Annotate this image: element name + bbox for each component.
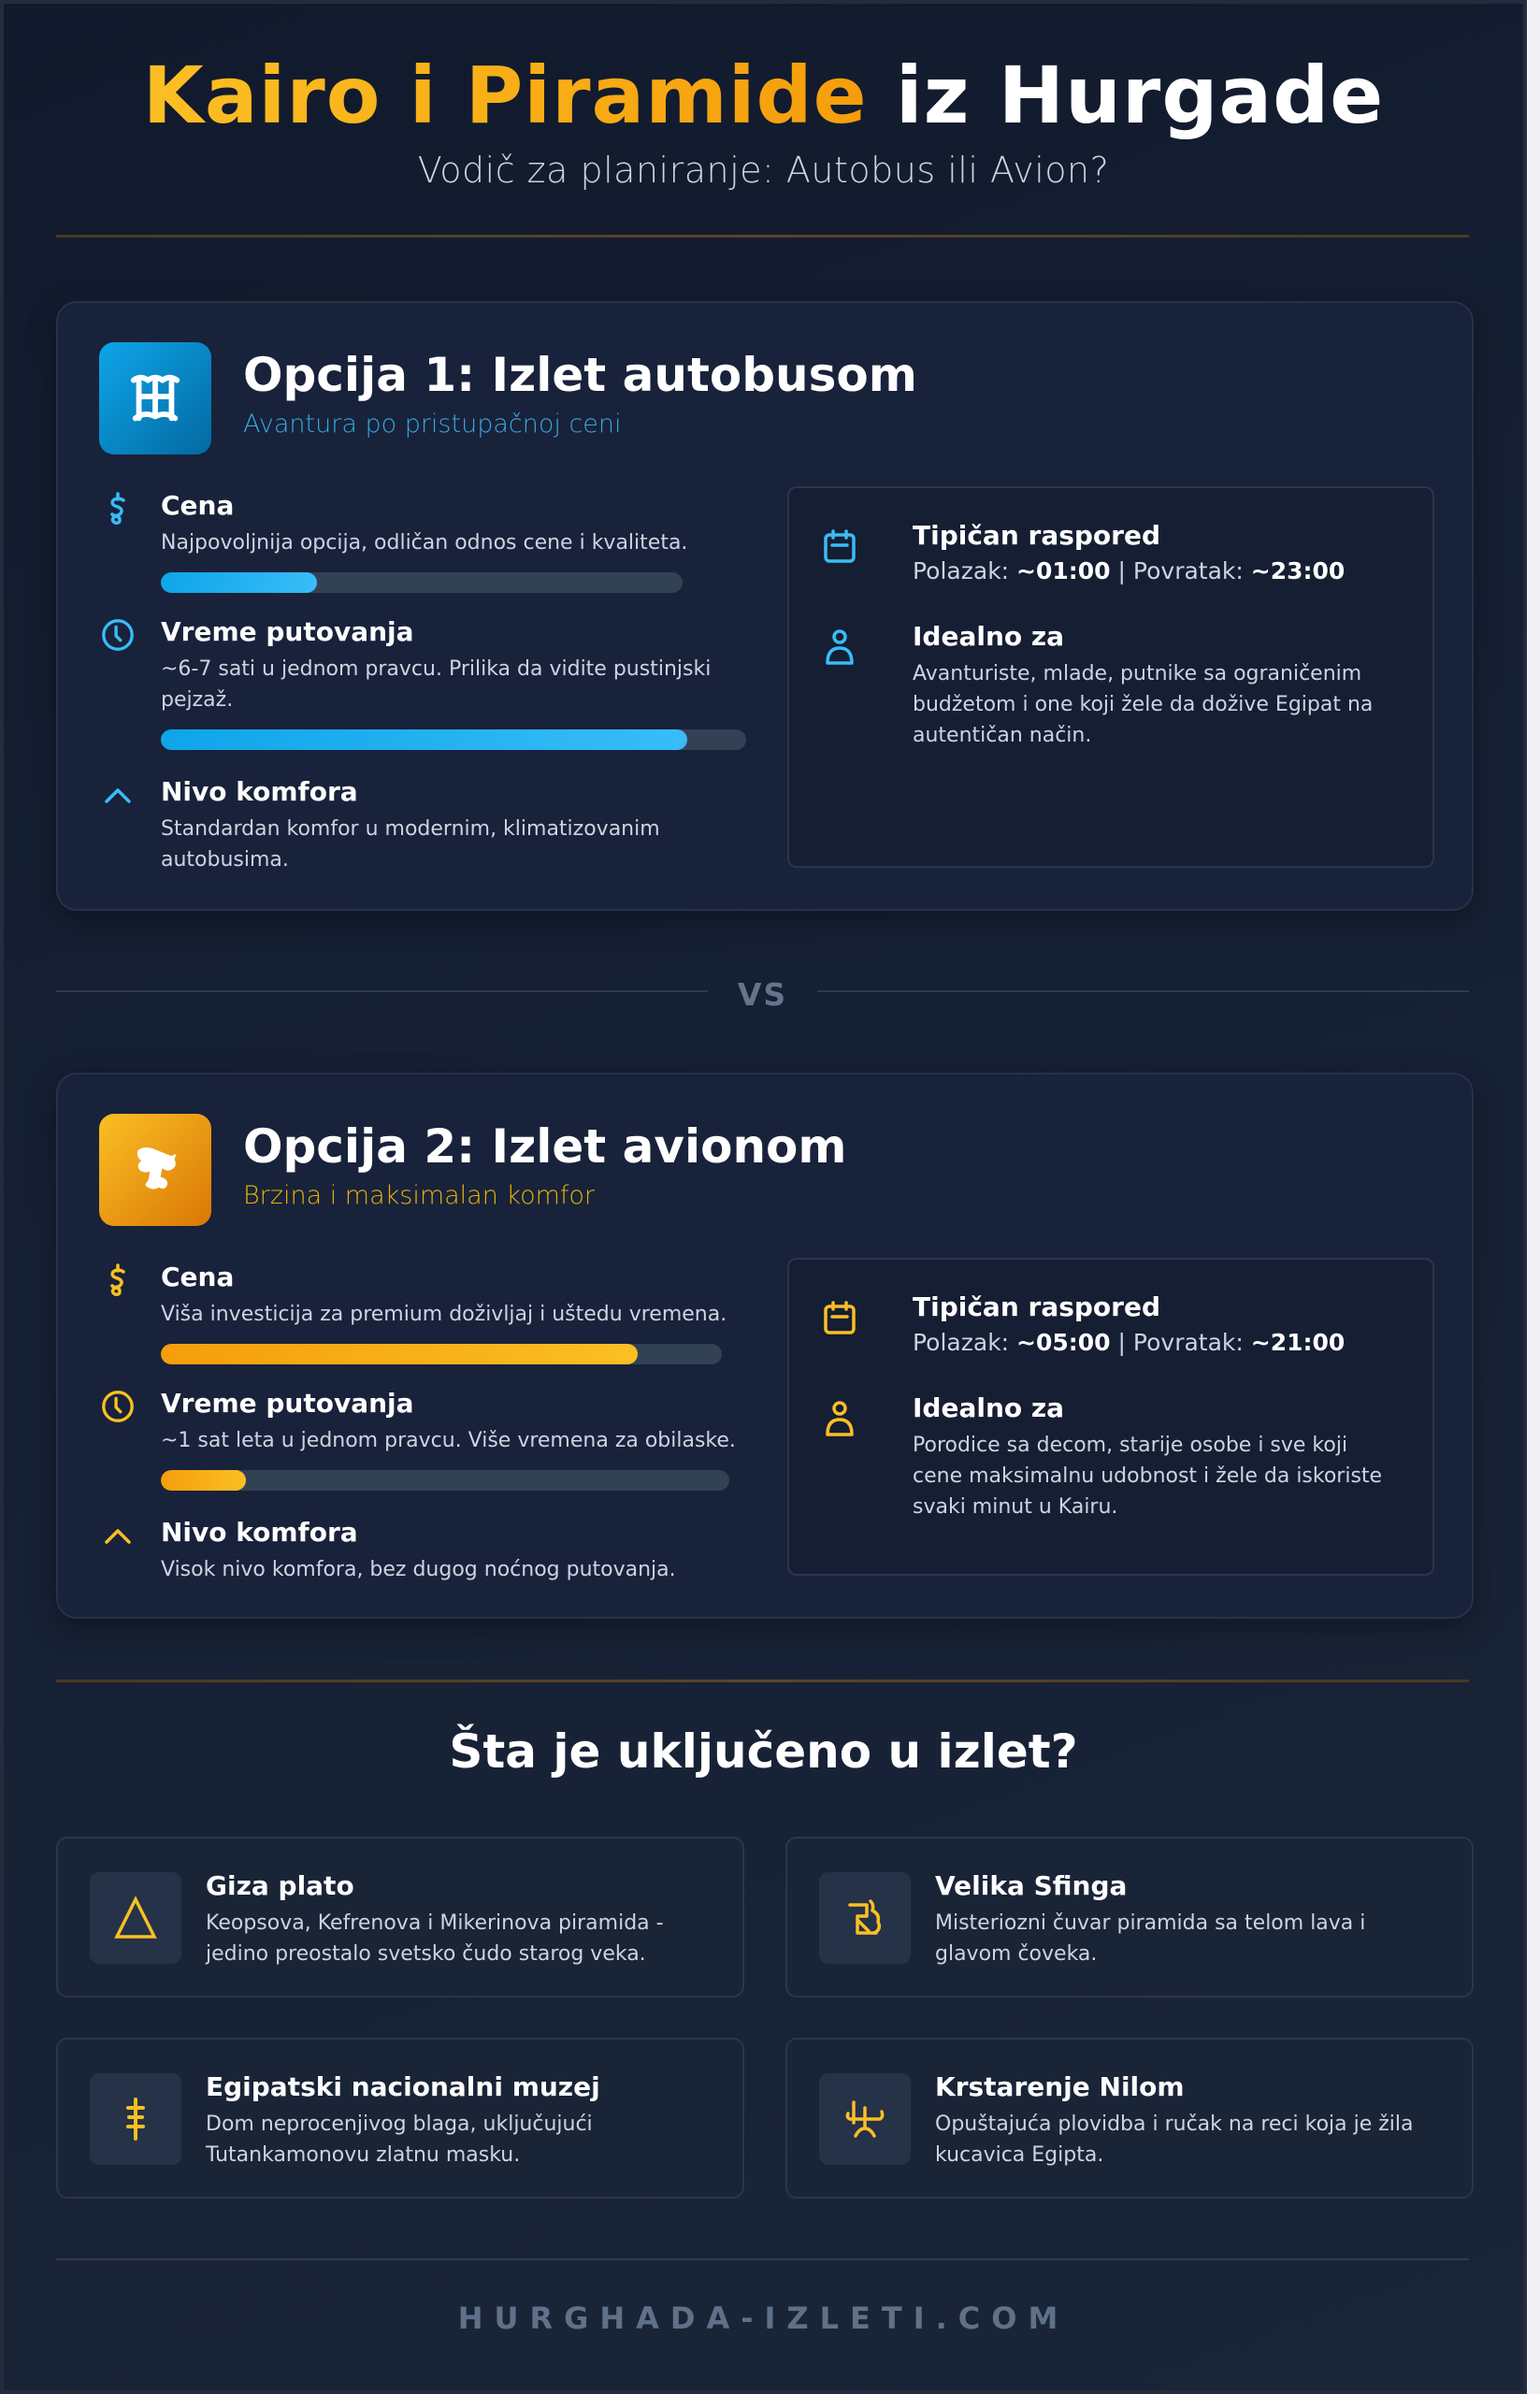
departure-time: ~05:00 bbox=[1016, 1329, 1111, 1356]
option-card-plane: Opcija 2: Izlet avionom Brzina i maksima… bbox=[56, 1073, 1474, 1619]
item-desc: Misteriozni čuvar piramida sa telom lava… bbox=[935, 1911, 1366, 1966]
item-desc: Opuštajuća plovidba i ručak na reci koja… bbox=[935, 2113, 1414, 2167]
feature-travel-time: Vreme putovanja ~6-7 sati u jednom pravc… bbox=[99, 616, 746, 750]
dollar-icon bbox=[99, 1262, 137, 1299]
feature-travel-time: Vreme putovanja ~1 sat leta u jednom pra… bbox=[99, 1388, 754, 1491]
schedule: Tipičan raspored Polazak: ~01:00 | Povra… bbox=[821, 520, 1401, 595]
included-item-nile-cruise: Krstarenje Nilom Opuštajuća plovidba i r… bbox=[785, 2038, 1474, 2199]
separator: | bbox=[1117, 1329, 1126, 1356]
footer-site-link[interactable]: HURGHADA-IZLETI.COM bbox=[457, 2300, 1070, 2336]
feature-name: Nivo komfora bbox=[161, 1517, 358, 1548]
included-title: Šta je uključeno u izlet? bbox=[449, 1724, 1078, 1779]
ideal-label: Idealno za bbox=[913, 1392, 1065, 1423]
travel-time-bar bbox=[161, 1470, 729, 1491]
bus-icon bbox=[99, 342, 211, 454]
ideal-label: Idealno za bbox=[913, 621, 1065, 652]
included-item-museum: Egipatski nacionalni muzej Dom neprocenj… bbox=[56, 2038, 744, 2199]
item-name: Velika Sfinga bbox=[935, 1870, 1128, 1901]
price-bar bbox=[161, 1344, 722, 1364]
chevron-up-icon bbox=[99, 776, 137, 814]
schedule: Tipičan raspored Polazak: ~05:00 | Povra… bbox=[821, 1291, 1401, 1366]
option-subtitle: Brzina i maksimalan komfor bbox=[243, 1181, 596, 1210]
return-time: ~23:00 bbox=[1250, 557, 1346, 584]
ankh-museum-icon bbox=[90, 2073, 181, 2165]
boat-icon bbox=[819, 2073, 911, 2165]
item-name: Giza plato bbox=[206, 1870, 354, 1901]
section-divider bbox=[56, 1680, 1469, 1682]
feature-price: Cena Najpovoljnija opcija, odličan odnos… bbox=[99, 490, 716, 593]
feature-price: Cena Viša investicija za premium doživlj… bbox=[99, 1262, 754, 1364]
schedule-times: Polazak: ~01:00 | Povratak: ~23:00 bbox=[913, 557, 1345, 584]
feature-desc: Najpovoljnija opcija, odličan odnos cene… bbox=[161, 531, 688, 555]
departure-label: Polazak: bbox=[913, 557, 1010, 584]
price-bar bbox=[161, 572, 683, 593]
footer-divider bbox=[56, 2258, 1469, 2260]
option-subtitle: Avantura po pristupačnoj ceni bbox=[243, 410, 622, 439]
person-icon bbox=[821, 1398, 858, 1439]
item-desc: Dom neprocenjivog blaga, uključujući Tut… bbox=[206, 2113, 593, 2167]
feature-name: Vreme putovanja bbox=[161, 1388, 414, 1419]
schedule-label: Tipičan raspored bbox=[913, 1291, 1161, 1322]
dollar-icon bbox=[99, 490, 137, 527]
feature-name: Cena bbox=[161, 490, 235, 521]
ideal-desc: Avanturiste, mlade, putnike sa ograničen… bbox=[913, 662, 1374, 747]
feature-name: Vreme putovanja bbox=[161, 616, 414, 647]
feature-desc: Standardan komfor u modernim, klimatizov… bbox=[161, 817, 660, 872]
page-title: Kairo i Piramide iz Hurgade bbox=[4, 52, 1523, 138]
clock-icon bbox=[99, 1388, 137, 1425]
pyramid-icon bbox=[90, 1872, 181, 1964]
ideal-for: Idealno za Porodice sa decom, starije os… bbox=[821, 1392, 1401, 1523]
feature-comfort: Nivo komfora Visok nivo komfora, bez dug… bbox=[99, 1517, 754, 1592]
chevron-up-icon bbox=[99, 1517, 137, 1554]
header: Kairo i Piramide iz Hurgade Vodič za pla… bbox=[4, 4, 1523, 192]
feature-comfort: Nivo komfora Standardan komfor u moderni… bbox=[99, 776, 716, 879]
return-label: Povratak: bbox=[1132, 1329, 1244, 1356]
price-bar-fill bbox=[161, 572, 318, 593]
clock-icon bbox=[99, 616, 137, 654]
schedule-times: Polazak: ~05:00 | Povratak: ~21:00 bbox=[913, 1329, 1345, 1356]
item-desc: Keopsova, Kefrenova i Mikerinova piramid… bbox=[206, 1911, 664, 1966]
info-box: Tipičan raspored Polazak: ~01:00 | Povra… bbox=[787, 486, 1434, 868]
info-box: Tipičan raspored Polazak: ~05:00 | Povra… bbox=[787, 1258, 1434, 1576]
option-title: Opcija 1: Izlet autobusom bbox=[243, 348, 917, 402]
title-highlight: Kairo i Piramide bbox=[142, 50, 868, 141]
included-item-sphinx: Velika Sfinga Misteriozni čuvar piramida… bbox=[785, 1837, 1474, 1997]
travel-time-bar bbox=[161, 729, 746, 750]
calendar-icon bbox=[821, 1297, 858, 1338]
feature-desc: Viša investicija za premium doživljaj i … bbox=[161, 1303, 727, 1326]
vs-separator: VS bbox=[56, 976, 1469, 1013]
price-bar-fill bbox=[161, 1344, 638, 1364]
return-label: Povratak: bbox=[1132, 557, 1244, 584]
feature-desc: Visok nivo komfora, bez dugog noćnog put… bbox=[161, 1558, 676, 1581]
included-item-giza: Giza plato Keopsova, Kefrenova i Mikerin… bbox=[56, 1837, 744, 1997]
ideal-desc: Porodice sa decom, starije osobe i sve k… bbox=[913, 1434, 1383, 1519]
feature-desc: ~6-7 sati u jednom pravcu. Prilika da vi… bbox=[161, 657, 712, 712]
vs-line-right bbox=[817, 990, 1469, 992]
calendar-icon bbox=[821, 526, 858, 567]
travel-time-bar-fill bbox=[161, 1470, 247, 1491]
schedule-label: Tipičan raspored bbox=[913, 520, 1161, 551]
feature-desc: ~1 sat leta u jednom pravcu. Više vremen… bbox=[161, 1429, 736, 1452]
option-card-bus: Opcija 1: Izlet autobusom Avantura po pr… bbox=[56, 301, 1474, 911]
page-subtitle: Vodič za planiranje: Autobus ili Avion? bbox=[417, 150, 1110, 192]
departure-time: ~01:00 bbox=[1016, 557, 1111, 584]
header-divider bbox=[56, 235, 1469, 238]
travel-time-bar-fill bbox=[161, 729, 688, 750]
option-title: Opcija 2: Izlet avionom bbox=[243, 1119, 847, 1174]
item-name: Egipatski nacionalni muzej bbox=[206, 2071, 600, 2102]
return-time: ~21:00 bbox=[1250, 1329, 1346, 1356]
title-rest: iz Hurgade bbox=[895, 50, 1385, 141]
item-name: Krstarenje Nilom bbox=[935, 2071, 1185, 2102]
departure-label: Polazak: bbox=[913, 1329, 1010, 1356]
vs-line-left bbox=[56, 990, 708, 992]
airplane-icon bbox=[99, 1114, 211, 1226]
sphinx-icon bbox=[819, 1872, 911, 1964]
ideal-for: Idealno za Avanturiste, mlade, putnike s… bbox=[821, 621, 1401, 752]
person-icon bbox=[821, 627, 858, 668]
feature-name: Nivo komfora bbox=[161, 776, 358, 807]
separator: | bbox=[1117, 557, 1126, 584]
feature-name: Cena bbox=[161, 1262, 235, 1292]
vs-label: VS bbox=[737, 976, 788, 1013]
